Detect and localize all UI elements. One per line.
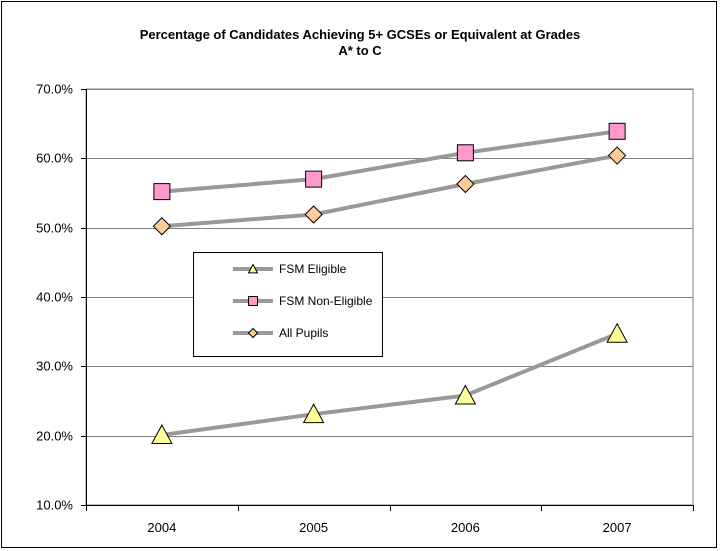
y-tick-label: 40.0% bbox=[36, 290, 73, 305]
series-line-fsm-non-eligible bbox=[159, 129, 620, 194]
legend-label-fsm-eligible: FSM Eligible bbox=[279, 262, 347, 276]
y-tick-label: 20.0% bbox=[36, 429, 73, 444]
chart-title: Percentage of Candidates Achieving 5+ GC… bbox=[60, 27, 660, 59]
y-tick-label: 50.0% bbox=[36, 221, 73, 236]
data-point-fsm-non-eligible bbox=[305, 170, 323, 188]
x-tick-label: 2004 bbox=[147, 520, 176, 535]
data-point-all-pupils bbox=[607, 146, 627, 165]
axes: 10.0% 20.0% 30.0% 40.0% 50.0% 60.0% 70.0% 2004 2… bbox=[36, 82, 694, 535]
legend: FSM Eligible FSM Non-Eligible All Pupils bbox=[193, 252, 383, 357]
data-point-all-pupils bbox=[304, 205, 323, 224]
series-layer bbox=[151, 122, 628, 444]
y-tick-label: 60.0% bbox=[36, 151, 73, 166]
data-point-fsm-eligible bbox=[151, 423, 173, 444]
data-point-fsm-non-eligible bbox=[608, 122, 626, 140]
gridlines bbox=[85, 88, 694, 506]
x-tick-label: 2005 bbox=[299, 520, 328, 535]
legend-box bbox=[193, 252, 383, 357]
y-tick-label: 70.0% bbox=[36, 82, 73, 97]
legend-marker-all-pupils bbox=[247, 327, 259, 339]
y-tick-label: 10.0% bbox=[36, 498, 73, 513]
series-line-fsm-eligible bbox=[159, 331, 620, 437]
legend-label-fsm-non-eligible: FSM Non-Eligible bbox=[279, 294, 373, 308]
data-point-fsm-eligible bbox=[454, 384, 477, 405]
y-tick-label: 30.0% bbox=[36, 359, 73, 374]
legend-label-all-pupils: All Pupils bbox=[279, 326, 328, 340]
chart-title-line-1: Percentage of Candidates Achieving 5+ GC… bbox=[139, 27, 581, 42]
data-point-fsm-non-eligible bbox=[153, 183, 171, 201]
legend-marker-fsm-eligible bbox=[247, 263, 259, 274]
data-point-all-pupils bbox=[152, 217, 172, 236]
data-point-fsm-eligible bbox=[302, 403, 325, 424]
x-tick-label: 2007 bbox=[603, 520, 632, 535]
series-line-all-pupils bbox=[159, 153, 620, 229]
chart-title-line-2: A* to C bbox=[338, 43, 382, 58]
x-tick-label: 2006 bbox=[451, 520, 480, 535]
legend-marker-fsm-non-eligible bbox=[248, 296, 258, 306]
data-point-fsm-non-eligible bbox=[456, 144, 474, 162]
data-point-fsm-eligible bbox=[606, 322, 628, 343]
data-point-all-pupils bbox=[456, 174, 475, 194]
